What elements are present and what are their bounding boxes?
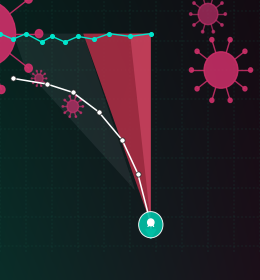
Circle shape bbox=[189, 68, 193, 72]
Circle shape bbox=[69, 95, 70, 97]
Circle shape bbox=[221, 2, 223, 4]
Point bbox=[24, 31, 28, 36]
Circle shape bbox=[204, 52, 238, 88]
Circle shape bbox=[210, 38, 214, 42]
Circle shape bbox=[195, 49, 199, 53]
Point bbox=[149, 31, 153, 36]
Circle shape bbox=[221, 24, 223, 26]
Circle shape bbox=[44, 73, 45, 74]
Circle shape bbox=[249, 68, 253, 72]
Point bbox=[149, 222, 153, 226]
Polygon shape bbox=[130, 34, 151, 224]
Circle shape bbox=[193, 2, 195, 4]
Circle shape bbox=[243, 87, 247, 91]
Circle shape bbox=[69, 116, 70, 117]
Circle shape bbox=[80, 112, 82, 113]
Circle shape bbox=[64, 99, 65, 101]
Point bbox=[71, 90, 75, 95]
Circle shape bbox=[82, 106, 83, 107]
Circle shape bbox=[46, 78, 47, 79]
Circle shape bbox=[67, 100, 79, 113]
Circle shape bbox=[75, 95, 77, 97]
Point bbox=[107, 31, 111, 36]
Point bbox=[128, 34, 132, 39]
Circle shape bbox=[224, 13, 226, 15]
Circle shape bbox=[35, 74, 43, 83]
Circle shape bbox=[198, 3, 218, 25]
Circle shape bbox=[75, 116, 77, 117]
Circle shape bbox=[36, 70, 37, 71]
Polygon shape bbox=[13, 34, 135, 190]
Circle shape bbox=[25, 0, 32, 3]
Point bbox=[120, 138, 124, 142]
Polygon shape bbox=[83, 34, 151, 224]
Circle shape bbox=[190, 13, 192, 15]
Circle shape bbox=[228, 38, 232, 42]
Point bbox=[50, 34, 54, 39]
Circle shape bbox=[31, 78, 32, 79]
Circle shape bbox=[35, 30, 43, 38]
Circle shape bbox=[41, 85, 42, 87]
Point bbox=[40, 40, 44, 44]
Circle shape bbox=[210, 98, 214, 102]
Point bbox=[97, 110, 101, 114]
Circle shape bbox=[148, 219, 154, 226]
Point bbox=[0, 31, 2, 36]
Circle shape bbox=[62, 106, 63, 107]
Point bbox=[11, 76, 15, 81]
Circle shape bbox=[0, 85, 5, 94]
Circle shape bbox=[202, 31, 204, 33]
Circle shape bbox=[64, 112, 65, 113]
Circle shape bbox=[32, 73, 34, 74]
Circle shape bbox=[80, 99, 82, 101]
Circle shape bbox=[193, 24, 195, 26]
Point bbox=[45, 82, 49, 86]
Circle shape bbox=[41, 70, 42, 71]
Point bbox=[136, 171, 140, 176]
Circle shape bbox=[243, 49, 247, 53]
Circle shape bbox=[228, 98, 232, 102]
Circle shape bbox=[212, 31, 214, 33]
Point bbox=[92, 37, 96, 41]
Point bbox=[63, 40, 67, 44]
Point bbox=[76, 34, 80, 39]
Circle shape bbox=[25, 64, 32, 72]
Circle shape bbox=[195, 87, 199, 91]
Circle shape bbox=[36, 85, 37, 87]
Circle shape bbox=[139, 212, 163, 238]
Polygon shape bbox=[146, 229, 156, 239]
Circle shape bbox=[0, 0, 16, 67]
Point bbox=[11, 37, 15, 41]
